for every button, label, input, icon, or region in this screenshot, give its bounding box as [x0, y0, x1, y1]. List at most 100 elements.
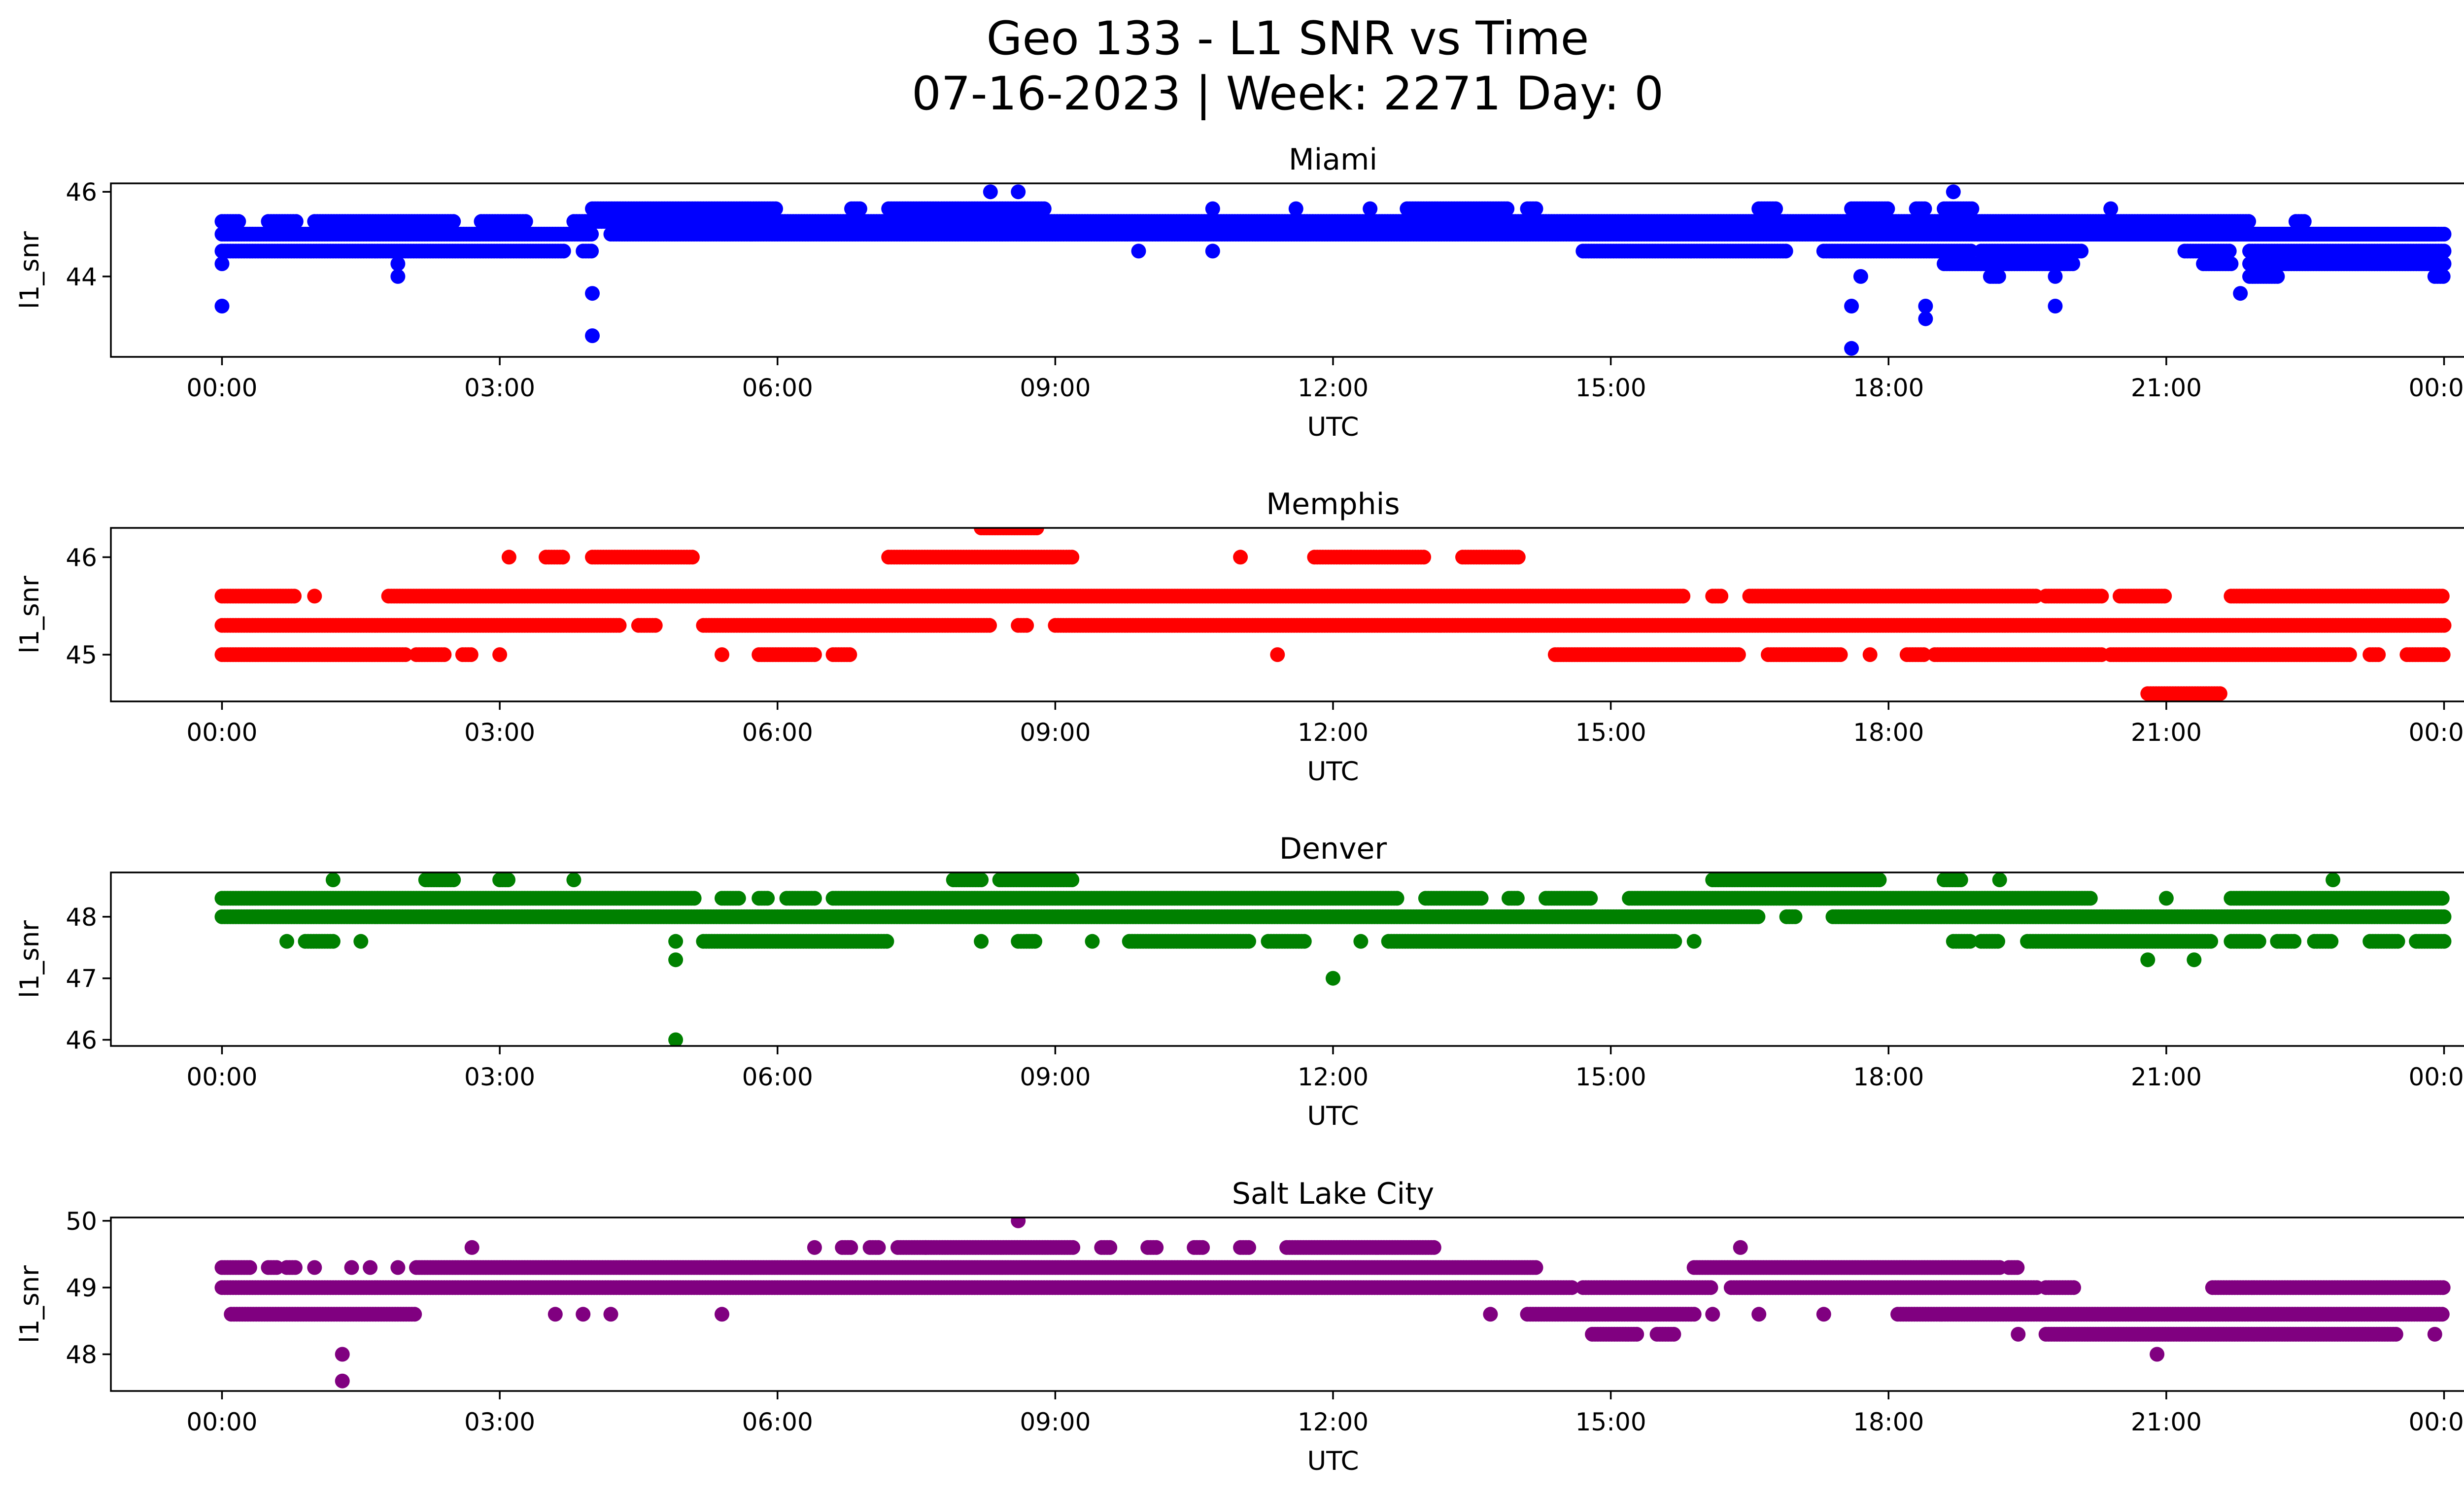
- miami-points: [214, 184, 2452, 356]
- data-point: [585, 286, 600, 301]
- x-tick-label: 15:00: [1575, 374, 1646, 402]
- data-point: [231, 214, 246, 229]
- data-point: [2435, 269, 2451, 284]
- data-point: [768, 201, 783, 216]
- data-point: [1916, 647, 1931, 662]
- y-tick-label: 45: [66, 641, 97, 669]
- data-point: [2074, 243, 2089, 259]
- x-tick-label: 00:00: [186, 374, 257, 402]
- data-point: [2222, 243, 2237, 259]
- memphis-points: [214, 528, 2452, 701]
- data-point: [1205, 243, 1220, 259]
- data-point: [684, 550, 700, 565]
- data-point: [1500, 201, 1515, 216]
- data-point: [1862, 647, 1878, 662]
- subplot-denver: 00:00 03:00 06:00 09:00 12:00 15:00 18:00 21:00…: [15, 832, 2464, 1131]
- data-point: [2048, 299, 2063, 313]
- data-point: [1064, 550, 1080, 565]
- data-point: [648, 618, 663, 633]
- data-point: [2241, 214, 2257, 229]
- data-point: [556, 243, 571, 259]
- memphis-x-axis-label: UTC: [1307, 757, 1359, 787]
- x-tick-label: 18:00: [1853, 718, 1924, 747]
- data-point: [555, 550, 570, 565]
- data-point: [2028, 589, 2043, 604]
- data-point: [2296, 214, 2312, 229]
- data-point: [1880, 201, 1895, 216]
- data-point: [1778, 243, 1793, 259]
- y-tick-label: 46: [66, 178, 97, 207]
- x-tick-label: 03:00: [464, 374, 535, 402]
- x-tick-label: 12:00: [1298, 374, 1369, 402]
- data-point: [1918, 299, 1933, 313]
- memphis-y-axis-label: l1_snr: [15, 576, 45, 654]
- data-point: [1964, 201, 1980, 216]
- data-point: [2103, 201, 2119, 216]
- data-point: [492, 647, 508, 662]
- data-point: [2427, 227, 2442, 242]
- data-point: [2212, 686, 2227, 701]
- data-point: [585, 328, 600, 344]
- data-point: [2048, 269, 2063, 284]
- data-point: [612, 618, 627, 633]
- x-tick-label: 06:00: [742, 374, 813, 402]
- y-tick-label: 46: [66, 543, 97, 572]
- data-point: [398, 647, 413, 662]
- data-point: [288, 214, 304, 229]
- data-point: [463, 647, 479, 662]
- miami-x-axis-label: UTC: [1307, 412, 1359, 442]
- miami-title: Miami: [1289, 142, 1377, 177]
- data-point: [1731, 647, 1746, 662]
- x-tick-label: 03:00: [464, 718, 535, 747]
- data-point: [584, 243, 599, 259]
- data-point: [390, 256, 406, 272]
- x-tick-label: 06:00: [742, 718, 813, 747]
- data-point: [1833, 647, 1848, 662]
- data-point: [2436, 243, 2452, 259]
- data-point: [1363, 201, 1378, 216]
- x-tick-label: 09:00: [1020, 718, 1091, 747]
- x-tick-label: 18:00: [1853, 374, 1924, 402]
- denver-points: [214, 872, 2452, 1046]
- data-point: [807, 647, 822, 662]
- data-point: [1676, 589, 1691, 604]
- subplot-miami: 00:00 03:00 06:00 09:00 12:00 15:00 18:00 21:00…: [15, 142, 2464, 442]
- x-tick-label: 21:00: [2131, 374, 2202, 402]
- data-point: [584, 227, 599, 242]
- data-point: [437, 647, 452, 662]
- data-point: [2094, 589, 2109, 604]
- data-point: [2342, 647, 2357, 662]
- data-point: [1036, 201, 1052, 216]
- miami-y-axis-label: l1_snr: [15, 231, 45, 309]
- data-point: [2224, 256, 2239, 272]
- y-tick-label: 44: [66, 263, 97, 291]
- data-point: [1853, 269, 1868, 284]
- data-point: [983, 184, 998, 200]
- data-point: [842, 647, 857, 662]
- data-point: [307, 589, 322, 604]
- data-point: [1011, 184, 1026, 200]
- x-tick-label: 12:00: [1298, 718, 1369, 747]
- figure-title-line1: Geo 133 - L1 SNR vs Time: [987, 12, 1589, 66]
- x-tick-label: 09:00: [1020, 374, 1091, 402]
- data-point: [1963, 243, 1979, 259]
- data-point: [1270, 647, 1285, 662]
- data-point: [1131, 243, 1146, 259]
- data-point: [1416, 550, 1432, 565]
- data-point: [214, 299, 230, 313]
- data-point: [1768, 201, 1783, 216]
- data-point: [2157, 589, 2172, 604]
- data-point: [1917, 201, 1932, 216]
- data-point: [1510, 550, 1526, 565]
- data-point: [2371, 647, 2386, 662]
- data-point: [1029, 528, 1044, 535]
- data-point: [2434, 589, 2450, 604]
- subplots: 00:00 03:00 06:00 09:00 12:00 15:00 18:00 21:00…: [15, 142, 2464, 1476]
- x-tick-label: 21:00: [2131, 718, 2202, 747]
- data-point: [390, 269, 406, 284]
- data-point: [1713, 589, 1729, 604]
- data-point: [446, 214, 461, 229]
- data-point: [1528, 201, 1543, 216]
- data-point: [2435, 647, 2451, 662]
